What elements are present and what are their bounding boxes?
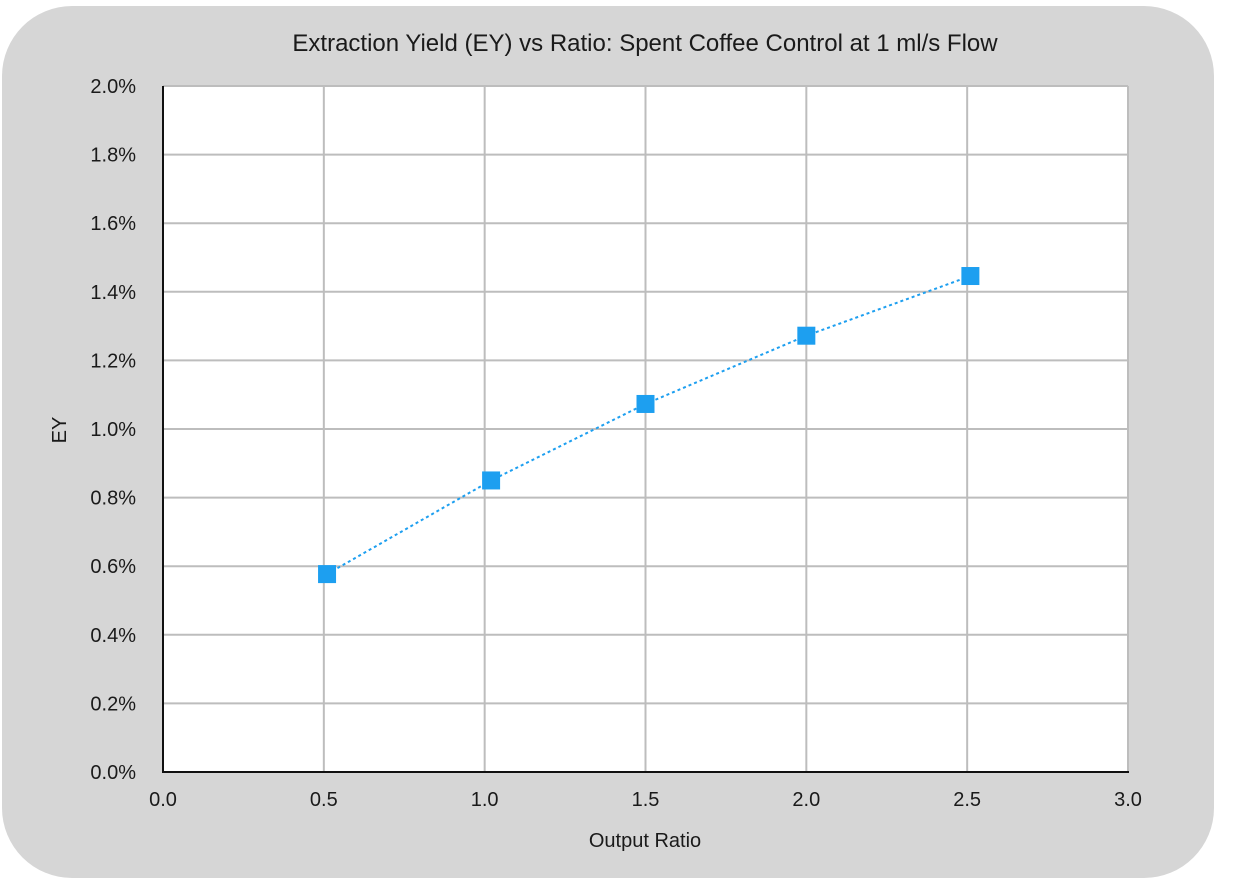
y-tick-label: 0.8%: [90, 488, 136, 510]
x-tick-label: 1.5: [632, 789, 660, 811]
x-tick-label: 2.5: [953, 789, 981, 811]
x-tick-label: 0.0: [149, 789, 177, 811]
x-tick-label: 0.5: [310, 789, 338, 811]
y-tick-label: 0.6%: [90, 556, 136, 578]
y-tick-label: 1.6%: [90, 213, 136, 235]
y-tick-label: 1.8%: [90, 145, 136, 167]
x-tick-label: 3.0: [1114, 789, 1142, 811]
data-point-marker: [961, 267, 980, 286]
data-point-marker: [636, 394, 655, 413]
y-tick-label: 0.0%: [90, 762, 136, 784]
y-tick-label: 0.2%: [90, 693, 136, 715]
x-tick-label: 2.0: [792, 789, 820, 811]
y-tick-label: 2.0%: [90, 76, 136, 98]
data-point-marker: [797, 326, 816, 345]
x-axis-label: Output Ratio: [589, 830, 701, 852]
y-axis-label: EY: [49, 417, 71, 444]
y-tick-label: 1.4%: [90, 282, 136, 304]
chart-title: Extraction Yield (EY) vs Ratio: Spent Co…: [292, 30, 998, 57]
data-point-marker: [482, 471, 501, 490]
y-tick-label: 1.0%: [90, 419, 136, 441]
y-tick-label: 0.4%: [90, 625, 136, 647]
x-tick-label: 1.0: [471, 789, 499, 811]
plot-area: 0.0 0.5 1.0 1.5 2.0 2.5 3.0 0.0% 0.2% 0.4% 0.6% 0.8…: [90, 76, 1142, 811]
y-tick-label: 1.2%: [90, 350, 136, 372]
data-point-marker: [318, 565, 337, 584]
